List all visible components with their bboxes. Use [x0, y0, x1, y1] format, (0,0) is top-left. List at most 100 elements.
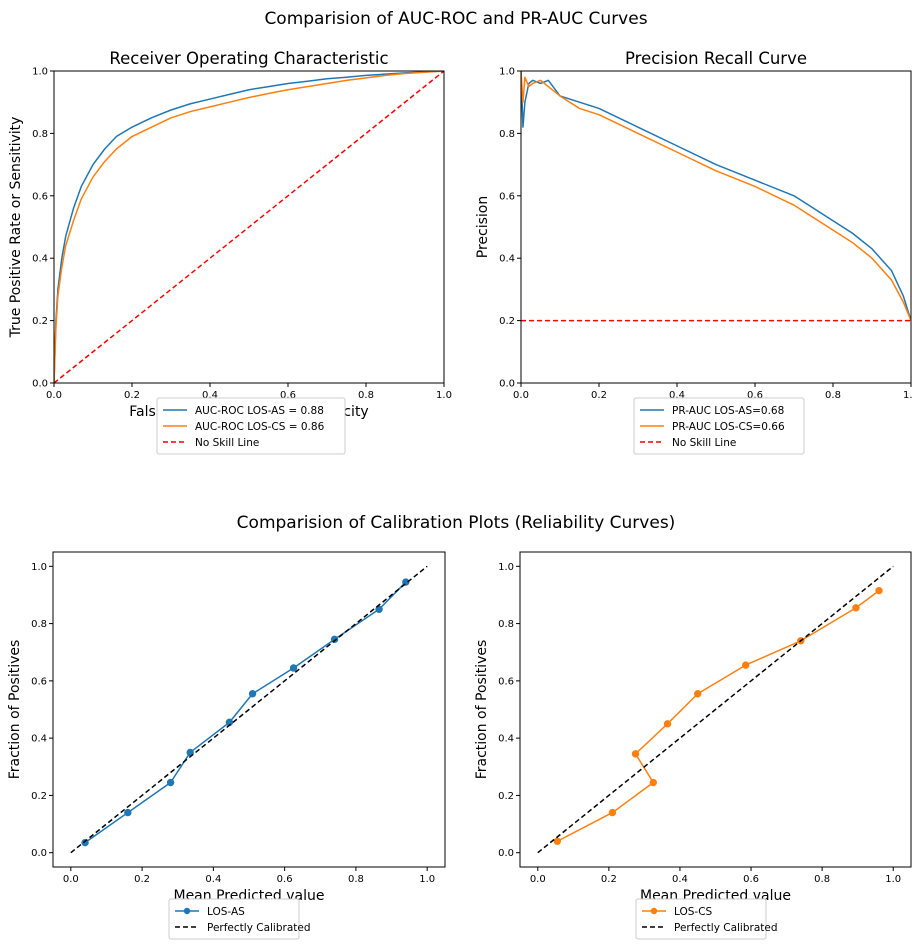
cal-cs-series-0-point — [631, 750, 640, 758]
pr-legend-label: No Skill Line — [672, 437, 736, 449]
roc-xtick-label: 0.8 — [358, 390, 374, 401]
roc-xtick-label: 0.6 — [280, 390, 296, 401]
roc-title: Receiver Operating Characteristic — [109, 49, 388, 68]
roc-xtick-label: 0.2 — [124, 390, 140, 401]
cal-cs-xtick-label: 0.0 — [530, 874, 546, 885]
cal-as-ytick-label: 0.4 — [31, 734, 47, 745]
pr-ylabel: Precision — [475, 196, 491, 258]
pr-legend-label: PR-AUC LOS-AS=0.68 — [672, 405, 784, 417]
cal-cs-xtick-label: 0.4 — [672, 874, 688, 885]
cal-cs-series-0-point — [649, 778, 657, 787]
cal-cs-series-0-point — [553, 837, 562, 845]
cal-as-ytick-label: 1.0 — [31, 562, 47, 573]
roc-legend-label: AUC-ROC LOS-AS = 0.88 — [195, 405, 324, 417]
cal-as-series-1-line — [70, 565, 428, 854]
cal-as-series-0-point — [124, 808, 132, 817]
cal-cs-legend-label: Perfectly Calibrated — [674, 922, 778, 934]
cal-as-ylabel: Fraction of Positives — [7, 640, 23, 780]
pr-legend-box — [633, 397, 805, 455]
pr-xtick-label: 0.6 — [747, 390, 763, 401]
pr-ytick-label: 1.0 — [499, 67, 515, 78]
suptitle-top: Comparision of AUC-ROC and PR-AUC Curves — [264, 9, 647, 29]
pr-series-0-line — [521, 71, 911, 321]
cal-cs-series-0-point — [694, 690, 702, 698]
cal-as-ytick-label: 0.0 — [31, 848, 47, 859]
cal-cs-ytick-label: 0.6 — [498, 676, 514, 687]
roc-ytick-label: 1.0 — [32, 67, 48, 78]
cal-cs-xtick-label: 0.2 — [601, 874, 617, 885]
roc-ytick-label: 0.0 — [32, 379, 48, 390]
cal-cs-ytick-label: 0.0 — [498, 848, 514, 859]
cal-cs-ytick-label: 0.8 — [498, 619, 514, 630]
cal-cs-ytick-label: 0.4 — [498, 734, 514, 745]
roc-series-0-line — [54, 71, 444, 383]
pr-xtick-label: 0.4 — [669, 390, 685, 401]
cal-cs-series-0-point — [663, 720, 672, 728]
pr-series-layer — [521, 71, 911, 322]
cal-as-series-layer — [70, 565, 428, 854]
cal-cs-xtick-label: 0.8 — [814, 874, 830, 885]
cal-as-xtick-label: 0.6 — [277, 874, 293, 885]
cal-cs-ytick-label: 0.2 — [498, 791, 514, 802]
pr-axes-frame — [520, 70, 912, 384]
cal-as-series-0-point — [81, 838, 89, 847]
cal-cs-xtick-label: 1.0 — [885, 874, 901, 885]
roc-xtick-label: 1.0 — [436, 390, 452, 401]
cal-as-ytick-label: 0.6 — [31, 676, 47, 687]
pr-chart: 0.0 0.2 0.4 0.6 0.8 1.0 0.0 0.2 0.4 0.6 0.8 1.0 Prec… — [475, 49, 912, 455]
cal-as-xtick-label: 0.8 — [348, 874, 364, 885]
roc-series-layer — [54, 71, 444, 383]
roc-ytick-label: 0.8 — [32, 129, 48, 140]
roc-ytick-label: 0.2 — [32, 316, 48, 327]
cal-cs-series-0-line — [556, 590, 880, 842]
cal-cs-chart: 0.0 0.2 0.4 0.6 0.8 1.00.00.20.40.60.81.0Mean… — [474, 551, 912, 940]
roc-ytick-label: 0.6 — [32, 191, 48, 202]
roc-ytick-label: 0.4 — [32, 254, 48, 265]
cal-as-series-0-point — [166, 778, 175, 787]
cal-as-legend-label: Perfectly Calibrated — [207, 922, 311, 934]
pr-ytick-label: 0.2 — [499, 316, 515, 327]
cal-cs-series-0-point — [852, 604, 860, 612]
cal-cs-xtick-label: 0.6 — [743, 874, 759, 885]
pr-xtick-label: 0.8 — [825, 390, 841, 401]
cal-cs-ylabel: Fraction of Positives — [474, 640, 490, 780]
cal-cs-series-1-line — [537, 565, 894, 854]
cal-as-legend-box — [168, 898, 300, 940]
cal-as-series-0-point — [375, 605, 383, 613]
pr-legend-label: PR-AUC LOS-CS=0.66 — [672, 421, 785, 433]
roc-axes-frame — [53, 70, 445, 384]
cal-cs-legend-marker — [650, 907, 658, 915]
roc-legend-label: AUC-ROC LOS-CS = 0.86 — [195, 421, 325, 433]
pr-series-1-line — [521, 71, 911, 321]
roc-legend-box — [156, 397, 346, 455]
cal-cs-series-0-point — [608, 808, 617, 817]
cal-as-series-0-point — [186, 748, 194, 757]
roc-chart: 0.0 0.2 0.4 0.6 0.8 1.0 0.0 0.2 0.4 0.6 0.8 1.0 Rece… — [8, 49, 452, 455]
roc-xtick-label: 0.0 — [46, 390, 62, 401]
cal-as-ytick-label: 0.8 — [31, 619, 47, 630]
cal-cs-ytick-label: 1.0 — [498, 562, 514, 573]
roc-series-2-line — [54, 71, 444, 383]
roc-legend-label: No Skill Line — [195, 437, 259, 449]
cal-cs-legend-box — [635, 898, 767, 940]
pr-xtick-label: 0.2 — [591, 390, 607, 401]
cal-cs-series-0-point — [875, 586, 883, 595]
cal-as-chart: 0.0 0.2 0.4 0.6 0.8 1.00.00.20.40.60.81.0Mean… — [7, 551, 446, 940]
roc-series-1-line — [54, 71, 444, 383]
pr-ytick-label: 0.8 — [499, 129, 515, 140]
pr-ytick-label: 0.4 — [499, 254, 515, 265]
pr-ytick-label: 0.0 — [499, 379, 515, 390]
cal-cs-series-layer — [537, 565, 894, 854]
cal-cs-series-0-point — [742, 661, 750, 669]
pr-xtick-label: 1.0 — [903, 390, 912, 401]
cal-as-series-0-line — [84, 581, 407, 844]
cal-as-xtick-label: 1.0 — [419, 874, 435, 885]
suptitle-bottom: Comparision of Calibration Plots (Reliab… — [237, 513, 676, 533]
cal-as-xtick-label: 0.0 — [63, 874, 79, 885]
cal-cs-axes-frame — [519, 551, 912, 868]
roc-xtick-label: 0.4 — [202, 390, 218, 401]
cal-as-legend-label: LOS-AS — [207, 906, 245, 918]
pr-title: Precision Recall Curve — [625, 49, 807, 68]
cal-as-axes-frame — [52, 551, 446, 868]
